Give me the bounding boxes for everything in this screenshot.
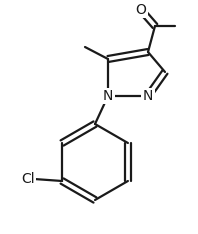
Text: N: N [143,89,153,103]
Text: O: O [136,3,147,17]
Text: N: N [103,89,113,103]
Text: Cl: Cl [21,172,35,186]
